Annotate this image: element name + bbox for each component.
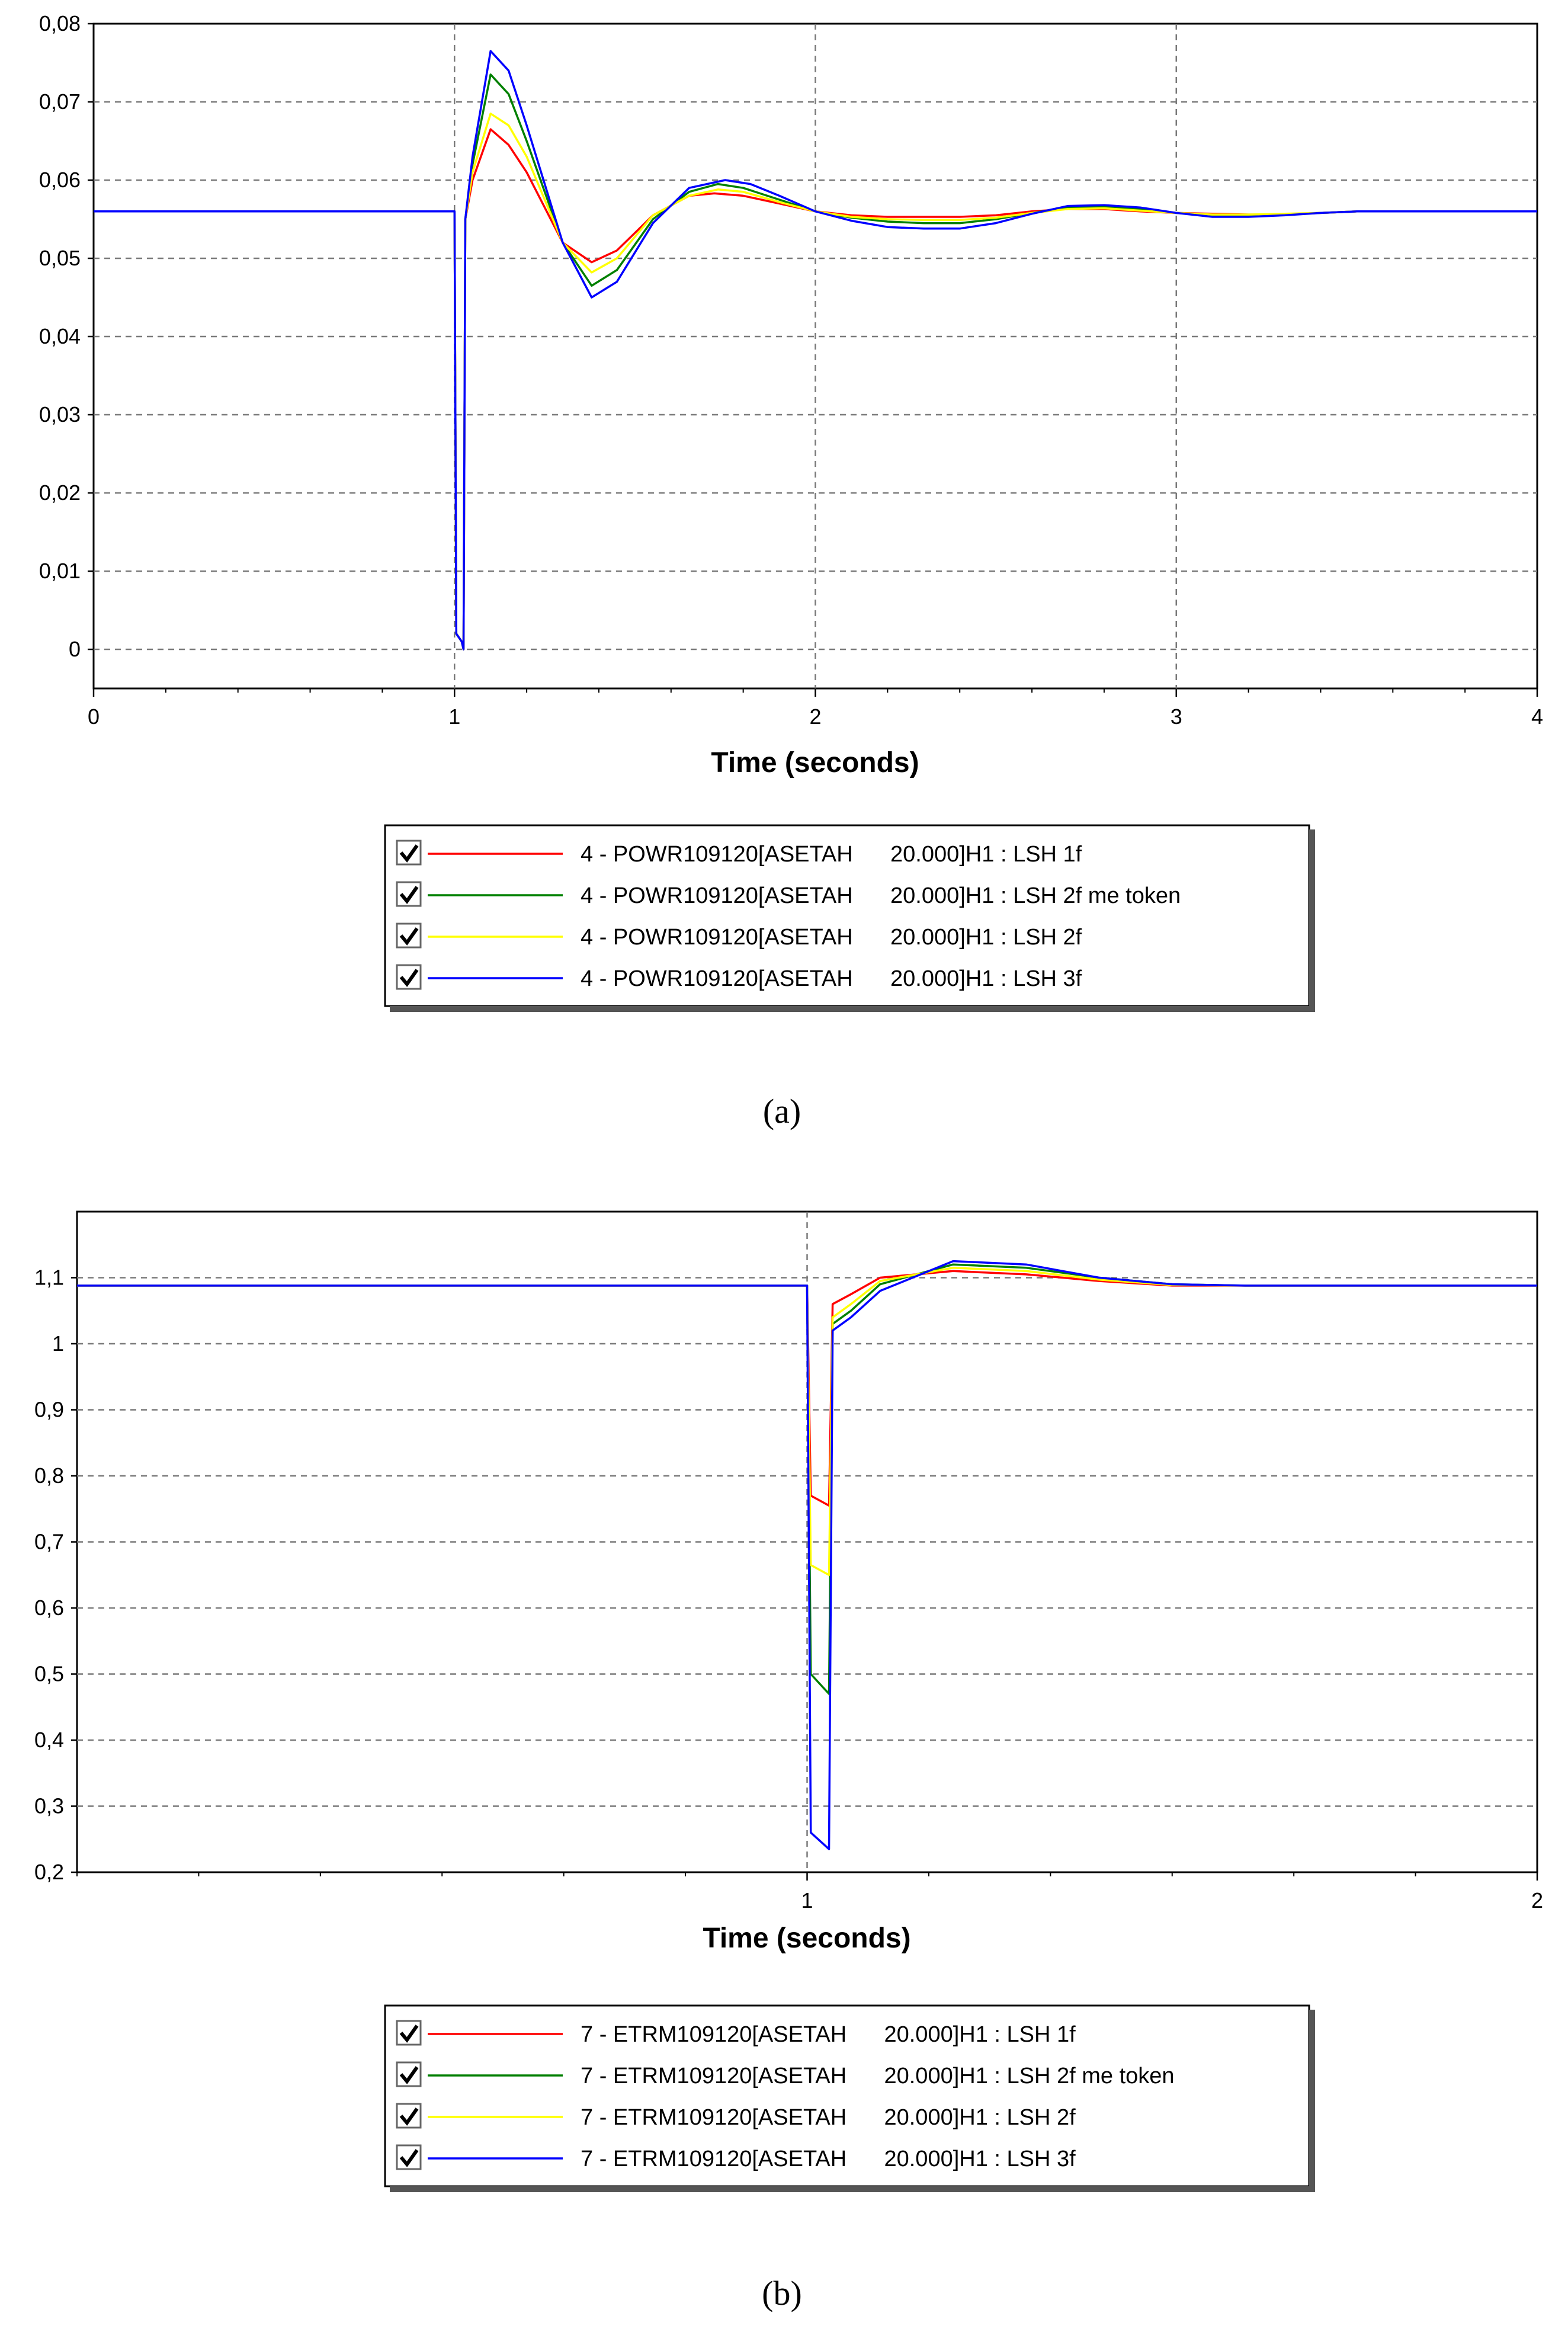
- legend-label: 4 - POWR109120[ASETAH 20.000]H1 : LSH 2f…: [581, 883, 1181, 908]
- checkmark-icon: [399, 886, 419, 904]
- y-tick-label: 0: [69, 637, 81, 661]
- checkmark-icon: [399, 844, 419, 863]
- chart-a-legend: 4 - POWR109120[ASETAH 20.000]H1 : LSH 1f…: [384, 824, 1315, 1012]
- x-tick-label: 2: [1531, 1888, 1543, 1913]
- legend-checkbox[interactable]: [396, 922, 422, 949]
- legend-label: 7 - ETRM109120[ASETAH 20.000]H1 : LSH 2f…: [581, 2064, 1175, 2088]
- checkmark-icon: [399, 2025, 419, 2043]
- x-tick-label: 1: [448, 704, 460, 729]
- checkmark-icon: [399, 2149, 419, 2167]
- legend-entry[interactable]: 7 - ETRM109120[ASETAH 20.000]H1 : LSH 2f: [396, 2103, 1076, 2130]
- legend-entry[interactable]: 4 - POWR109120[ASETAH 20.000]H1 : LSH 2f…: [396, 881, 1181, 908]
- legend-checkbox[interactable]: [396, 2144, 422, 2170]
- chart-b-y-ticks: 0,2 0,3 0,4 0,5 0,6 0,7 0,8 0,9 1 1,1: [34, 1266, 77, 1884]
- legend-label: 7 - ETRM109120[ASETAH 20.000]H1 : LSH 1f: [581, 2022, 1076, 2047]
- legend-entry[interactable]: 7 - ETRM109120[ASETAH 20.000]H1 : LSH 2f…: [396, 2061, 1175, 2088]
- x-tick-label: 4: [1531, 704, 1543, 729]
- series-line-2: [94, 73, 1537, 651]
- legend-entry[interactable]: 7 - ETRM109120[ASETAH 20.000]H1 : LSH 3f: [396, 2144, 1076, 2171]
- legend-checkbox[interactable]: [396, 2103, 422, 2129]
- y-tick-label: 0,8: [34, 1463, 64, 1488]
- x-tick-label: 3: [1171, 704, 1182, 729]
- y-tick-label: 0,5: [34, 1662, 64, 1686]
- chart-a-x-ticks: 0 1 2 3 4: [88, 688, 1543, 729]
- checkmark-icon: [399, 927, 419, 946]
- y-tick-label: 0,01: [39, 559, 81, 583]
- legend-checkbox[interactable]: [396, 840, 422, 866]
- x-tick-label: 2: [809, 704, 821, 729]
- chart-b-legend-box: [384, 2004, 1310, 2187]
- y-tick-label: 0,2: [34, 1860, 64, 1884]
- legend-label: 4 - POWR109120[ASETAH 20.000]H1 : LSH 3f: [581, 966, 1082, 991]
- chart-b-legend: 7 - ETRM109120[ASETAH 20.000]H1 : LSH 1f…: [384, 2004, 1315, 2192]
- legend-entry[interactable]: 4 - POWR109120[ASETAH 20.000]H1 : LSH 3f: [396, 964, 1082, 991]
- chart-a-grid: [94, 24, 1537, 688]
- y-tick-label: 0,03: [39, 402, 81, 427]
- legend-label: 4 - POWR109120[ASETAH 20.000]H1 : LSH 2f: [581, 925, 1082, 950]
- chart-a-legend-shadow-bottom: [390, 1006, 1315, 1012]
- x-tick-label: 1: [801, 1888, 813, 1913]
- legend-checkbox[interactable]: [396, 881, 422, 907]
- y-tick-label: 0,9: [34, 1398, 64, 1422]
- y-tick-label: 0,06: [39, 168, 81, 192]
- legend-label: 7 - ETRM109120[ASETAH 20.000]H1 : LSH 2f: [581, 2105, 1076, 2130]
- legend-checkbox[interactable]: [396, 2061, 422, 2087]
- chart-b-x-axis-label: Time (seconds): [703, 1923, 910, 1954]
- chart-a-legend-shadow: [1309, 829, 1315, 1010]
- legend-checkbox[interactable]: [396, 2020, 422, 2046]
- legend-checkbox[interactable]: [396, 964, 422, 990]
- checkmark-icon: [399, 2066, 419, 2084]
- legend-label: 4 - POWR109120[ASETAH 20.000]H1 : LSH 1f: [581, 842, 1082, 867]
- legend-label: 7 - ETRM109120[ASETAH 20.000]H1 : LSH 3f: [581, 2147, 1076, 2171]
- legend-entry[interactable]: 4 - POWR109120[ASETAH 20.000]H1 : LSH 2f: [396, 922, 1082, 950]
- series-line-4: [94, 50, 1537, 651]
- chart-a-series: [94, 50, 1537, 651]
- chart-a-legend-box: [384, 824, 1310, 1007]
- y-tick-label: 0,07: [39, 89, 81, 114]
- y-tick-label: 0,4: [34, 1728, 64, 1752]
- y-tick-label: 0,08: [39, 11, 81, 36]
- series-line-4: [77, 1260, 1537, 1850]
- chart-b-legend-shadow: [1309, 2010, 1315, 2190]
- chart-b-caption: (b): [762, 2274, 802, 2312]
- y-tick-label: 0,04: [39, 324, 81, 348]
- chart-b-series: [77, 1260, 1537, 1850]
- chart-a: 0 0,01 0,02 0,03 0,04 0,05 0,06 0,07 0,08 0 1 2 3 4 …: [39, 11, 1543, 1130]
- chart-a-caption: (a): [763, 1092, 801, 1130]
- y-tick-label: 0,05: [39, 246, 81, 270]
- checkmark-icon: [399, 2107, 419, 2126]
- x-tick-label: 0: [88, 704, 100, 729]
- chart-b-grid: [77, 1212, 1537, 1872]
- legend-entry[interactable]: 4 - POWR109120[ASETAH 20.000]H1 : LSH 1f: [396, 840, 1082, 867]
- chart-b-legend-shadow-bottom: [390, 2186, 1315, 2192]
- y-tick-label: 0,6: [34, 1596, 64, 1620]
- legend-entry[interactable]: 7 - ETRM109120[ASETAH 20.000]H1 : LSH 1f: [396, 2020, 1076, 2047]
- y-tick-label: 1,1: [34, 1266, 64, 1290]
- y-tick-label: 0,02: [39, 481, 81, 505]
- y-tick-label: 0,7: [34, 1530, 64, 1554]
- chart-a-y-ticks: 0 0,01 0,02 0,03 0,04 0,05 0,06 0,07 0,08: [39, 11, 94, 661]
- checkmark-icon: [399, 969, 419, 987]
- y-tick-label: 1: [52, 1331, 64, 1356]
- chart-a-x-axis-label: Time (seconds): [711, 747, 919, 779]
- y-tick-label: 0,3: [34, 1794, 64, 1818]
